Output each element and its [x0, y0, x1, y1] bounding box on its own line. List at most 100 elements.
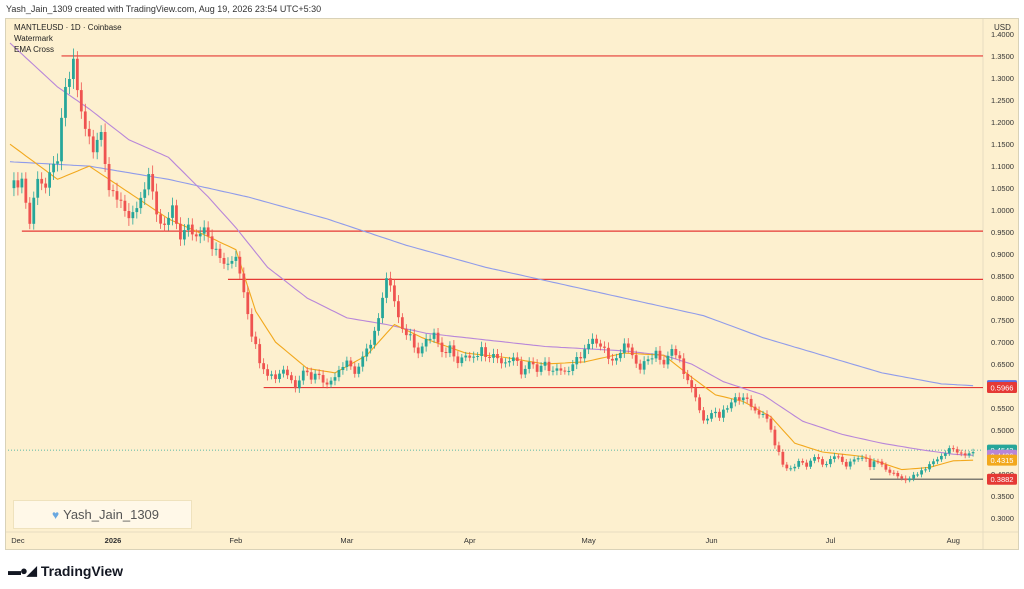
x-tick-label: Aug [947, 536, 960, 545]
watermark-indicator-label[interactable]: Watermark [14, 34, 53, 43]
candle-body [745, 397, 749, 399]
candle-body [404, 328, 408, 336]
candle-body [313, 373, 317, 380]
candle-body [262, 363, 266, 370]
candle-body [68, 79, 71, 87]
candle-body [155, 191, 159, 215]
candle-body [317, 373, 321, 376]
candle-body [856, 458, 860, 460]
candle-body [119, 199, 123, 201]
ema-cross-indicator-label[interactable]: EMA Cross [14, 45, 55, 54]
candle-body [75, 58, 79, 91]
candle-body [936, 459, 939, 462]
x-tick-label: 2026 [105, 536, 122, 545]
y-tick-label: 0.8000 [991, 294, 1014, 303]
candle-body [769, 418, 773, 430]
x-tick-label: Apr [464, 536, 476, 545]
candle-body [868, 458, 872, 468]
candle-body [357, 366, 361, 374]
candle-body [749, 398, 753, 407]
candle-body [127, 211, 131, 219]
candle-body [52, 163, 55, 173]
candle-body [139, 197, 143, 209]
candle-body [591, 338, 594, 344]
candle-body [666, 355, 670, 365]
candle-body [618, 352, 622, 359]
candle-body [821, 459, 824, 465]
candle-body [860, 457, 864, 459]
candle-body [345, 360, 349, 367]
candle-body [480, 347, 484, 356]
candle-body [186, 224, 190, 231]
candle-body [765, 413, 769, 419]
candle-body [175, 205, 178, 224]
candle-body [16, 180, 20, 188]
y-tick-label: 0.5500 [991, 404, 1014, 413]
tradingview-logo[interactable]: ▬●◢ TradingView [8, 563, 123, 579]
candle-body [424, 339, 428, 347]
candle-body [571, 364, 575, 371]
chart-legend: MANTLEUSD · 1D · Coinbase Watermark EMA … [14, 22, 122, 55]
candle-body [369, 344, 373, 349]
candle-body [785, 464, 789, 469]
candle-body [947, 448, 951, 454]
symbol-label[interactable]: MANTLEUSD · 1D · Coinbase [14, 23, 122, 32]
candle-body [266, 369, 269, 376]
y-tick-label: 0.7500 [991, 316, 1014, 325]
candle-body [896, 472, 900, 477]
price-badge [987, 454, 1017, 466]
candle-body [194, 234, 198, 237]
y-tick-label: 0.8500 [991, 272, 1014, 281]
y-tick-label: 1.3500 [991, 52, 1014, 61]
x-tick-label: Jul [826, 536, 836, 545]
candle-body [888, 469, 892, 473]
candle-body [400, 317, 404, 329]
candle-body [630, 347, 634, 356]
candle-body [813, 457, 816, 461]
candle-body [468, 355, 472, 358]
candle-body [801, 460, 805, 463]
candle-body [658, 350, 662, 360]
candle-body [365, 348, 369, 357]
candle-body [595, 338, 598, 344]
candle-body [646, 359, 650, 362]
candle-body [504, 362, 507, 364]
price-badge [987, 382, 1017, 394]
candle-body [416, 347, 420, 354]
candle-body [848, 461, 852, 467]
candle-body [329, 380, 333, 385]
candle-body [555, 368, 559, 371]
candle-body [179, 223, 182, 240]
candle-body [880, 461, 884, 465]
heart-icon: ♥ [52, 507, 60, 522]
chart-pane[interactable]: USD 1.4000 1.3500 1.3000 1.2500 1.2000 1.1500 1… [5, 18, 1019, 550]
candle-body [817, 457, 820, 460]
candle-body [690, 380, 694, 389]
candle-body [420, 346, 424, 354]
candle-body [448, 345, 452, 354]
candle-body [12, 180, 16, 189]
candle-body [757, 410, 761, 415]
candle-body [924, 469, 927, 471]
candle-body [939, 455, 943, 460]
candle-body [246, 292, 250, 315]
price-badge-label: 0.5966 [991, 384, 1014, 393]
candle-body [844, 461, 848, 467]
candle-body [337, 370, 341, 378]
candle-body [381, 297, 384, 319]
candle-body [761, 413, 765, 415]
candle-body [876, 461, 880, 463]
candle-body [28, 202, 32, 224]
candle-body [729, 402, 733, 409]
candle-body [773, 429, 777, 446]
candle-body [32, 197, 36, 224]
candle-body [349, 360, 353, 367]
candle-body [254, 336, 258, 345]
candle-body [634, 355, 638, 364]
y-tick-label: 1.0500 [991, 184, 1014, 193]
candle-body [309, 372, 313, 380]
y-tick-label: 1.1000 [991, 162, 1014, 171]
candle-body [793, 466, 797, 469]
candle-body [115, 191, 119, 200]
